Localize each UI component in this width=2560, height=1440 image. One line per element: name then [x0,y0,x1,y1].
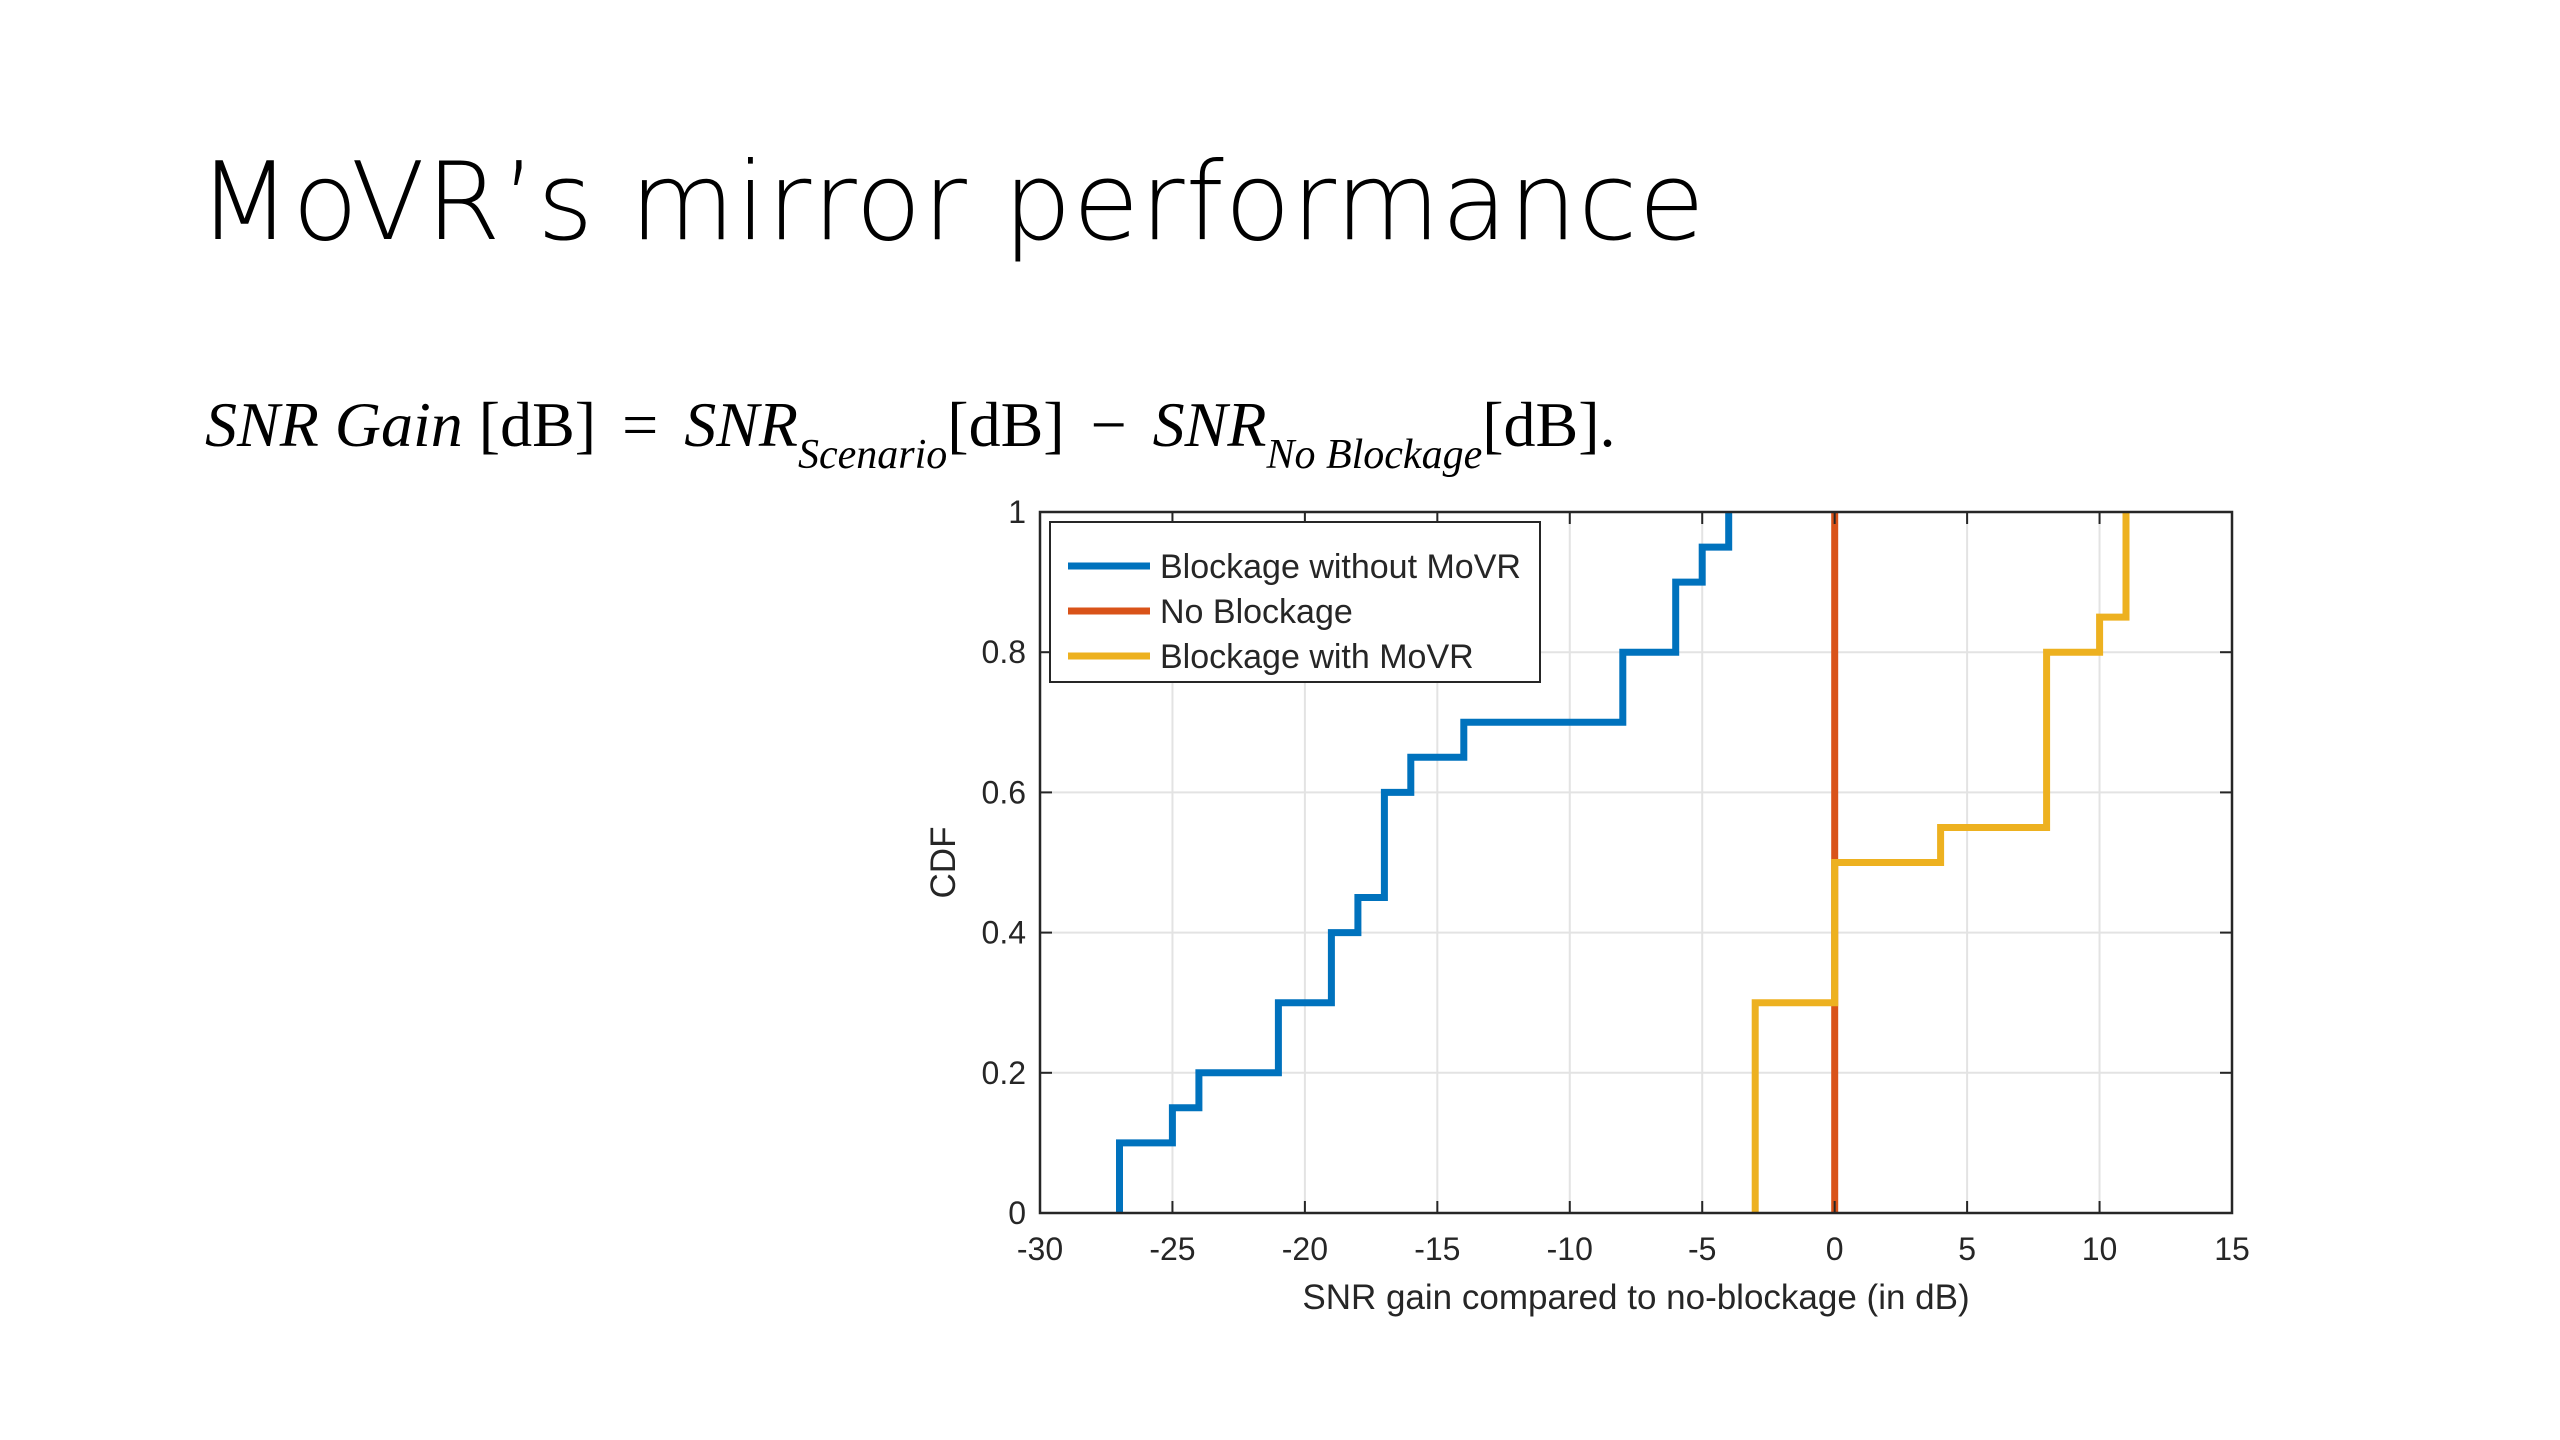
formula-lhs: SNR Gain [205,389,463,460]
formula-lhs-unit: [dB] [478,389,597,460]
series-line-3 [1751,512,2130,1213]
x-tick-label: -25 [1149,1231,1195,1267]
y-tick-label: 0 [1008,1195,1026,1231]
snr-gain-formula: SNR Gain [dB] = SNRScenario[dB] − SNRNo … [205,388,1616,478]
x-tick-label: -20 [1282,1231,1328,1267]
y-tick-label: 0.8 [982,634,1026,670]
slide-title: MoVR’s mirror performance [198,140,1706,265]
formula-end: . [1599,389,1616,460]
x-tick-label: 10 [2082,1231,2118,1267]
legend-label-2: No Blockage [1160,593,1353,631]
x-tick-label: -30 [1017,1231,1063,1267]
x-axis-label: SNR gain compared to no-blockage (in dB) [1302,1278,1969,1317]
formula-term1-sub: Scenario [797,432,948,478]
x-tick-label: 5 [1958,1231,1976,1267]
x-tick-label: -10 [1547,1231,1593,1267]
y-tick-label: 0.4 [982,915,1026,951]
y-axis-label: CDF [924,827,963,899]
axes-frame [1038,510,2234,1215]
legend-label-1: Blockage without MoVR [1160,548,1521,586]
x-tick-label: -5 [1688,1231,1716,1267]
formula-term1: SNR [684,389,798,460]
x-tick-label: 0 [1826,1231,1844,1267]
legend-label-3: Blockage with MoVR [1160,638,1474,676]
formula-term2-unit: [dB] [1482,389,1600,460]
series-line-1 [1116,512,1733,1213]
formula-equals: = [622,389,659,460]
formula-term2-sub: No Blockage [1266,432,1483,478]
x-tick-label: 15 [2214,1231,2250,1267]
formula-term2: SNR [1152,389,1267,460]
y-tick-label: 1 [1008,494,1026,530]
y-tick-label: 0.6 [982,774,1026,810]
x-tick-label: -15 [1414,1231,1460,1267]
formula-minus: − [1090,389,1127,460]
formula-term1-unit: [dB] [947,389,1065,460]
y-tick-label: 0.2 [982,1055,1026,1091]
